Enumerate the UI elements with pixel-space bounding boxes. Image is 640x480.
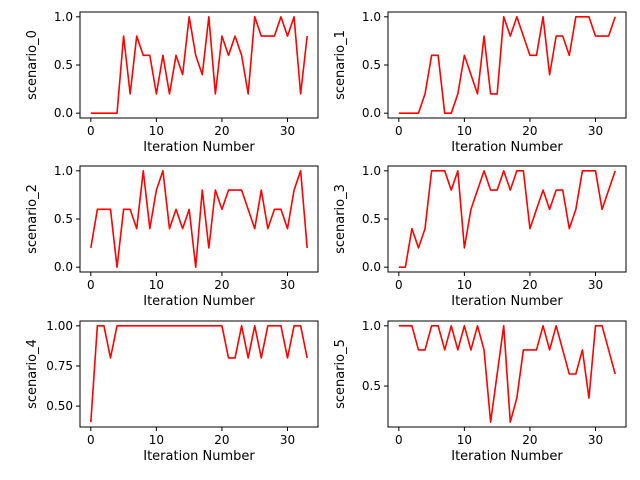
x-tick-label: 20 [214,278,229,292]
x-tick-label: 10 [149,433,164,447]
x-tick-label: 10 [457,124,472,138]
x-axis-label: Iteration Number [451,140,563,155]
y-tick-label: 1.0 [362,10,381,24]
subplot-5: 0 10 20 30 0.5 1.0 Iteration Number scenario_5 [333,319,627,464]
x-tick-label: 20 [214,433,229,447]
y-tick-label: 1.0 [54,10,73,24]
y-tick-label: 1.0 [362,164,381,178]
x-tick-label: 30 [280,278,295,292]
y-tick-label: 0.5 [362,58,381,72]
x-tick-label: 10 [457,433,472,447]
x-tick-label: 0 [87,278,95,292]
y-tick-label: 0.5 [362,212,381,226]
x-tick-label: 20 [522,278,537,292]
y-tick-label: 0.0 [362,106,381,120]
x-axis-label: Iteration Number [143,294,255,309]
y-tick-label: 0.5 [54,212,73,226]
subplot-0: 0 10 20 30 0.0 0.5 1.0 Iteration Number scenario… [25,10,319,155]
x-tick-label: 30 [280,433,295,447]
y-axis-label: scenario_2 [25,184,40,254]
subplot-2: 0 10 20 30 0.0 0.5 1.0 Iteration Number scenario… [25,164,319,309]
x-tick-label: 0 [87,433,95,447]
subplot-4: 0 10 20 30 0.50 0.75 1.00 Iteration Number scena… [25,319,319,464]
x-tick-label: 10 [149,124,164,138]
series-line-0 [398,325,616,423]
y-axis-label: scenario_1 [333,30,348,100]
y-tick-label: 0.0 [54,106,73,120]
series-line-0 [398,16,616,114]
x-tick-label: 30 [280,124,295,138]
y-tick-label: 0.50 [46,399,73,413]
series-line-0 [90,16,308,114]
y-axis-label: scenario_4 [25,339,40,409]
axes-frame [387,320,627,428]
axes-frame [387,165,627,273]
x-axis-label: Iteration Number [451,294,563,309]
axes-frame [79,165,319,273]
x-axis-label: Iteration Number [143,449,255,464]
x-tick-label: 0 [395,433,403,447]
axes-frame [387,11,627,119]
x-tick-label: 30 [588,433,603,447]
x-tick-label: 30 [588,278,603,292]
y-axis-label: scenario_3 [333,184,348,254]
axes-frame [79,11,319,119]
x-tick-label: 20 [522,433,537,447]
series-line-0 [90,170,308,268]
y-axis-label: scenario_5 [333,339,348,409]
x-tick-label: 20 [214,124,229,138]
y-tick-label: 0.5 [362,379,381,393]
x-tick-label: 0 [395,278,403,292]
x-tick-label: 20 [522,124,537,138]
x-tick-label: 10 [149,278,164,292]
y-tick-label: 1.00 [46,319,73,333]
x-axis-label: Iteration Number [143,140,255,155]
y-axis-label: scenario_0 [25,30,40,100]
x-tick-label: 10 [457,278,472,292]
series-line-0 [90,325,308,423]
x-tick-label: 0 [87,124,95,138]
x-tick-label: 30 [588,124,603,138]
y-tick-label: 0.5 [54,58,73,72]
axes-frame [79,320,319,428]
x-axis-label: Iteration Number [451,449,563,464]
y-tick-label: 0.75 [46,359,73,373]
series-line-0 [398,170,616,268]
subplot-3: 0 10 20 30 0.0 0.5 1.0 Iteration Number scenario… [333,164,627,309]
x-tick-label: 0 [395,124,403,138]
y-tick-label: 0.0 [362,260,381,274]
y-tick-label: 1.0 [54,164,73,178]
y-tick-label: 1.0 [362,319,381,333]
subplot-1: 0 10 20 30 0.0 0.5 1.0 Iteration Number scenario… [333,10,627,155]
y-tick-label: 0.0 [54,260,73,274]
